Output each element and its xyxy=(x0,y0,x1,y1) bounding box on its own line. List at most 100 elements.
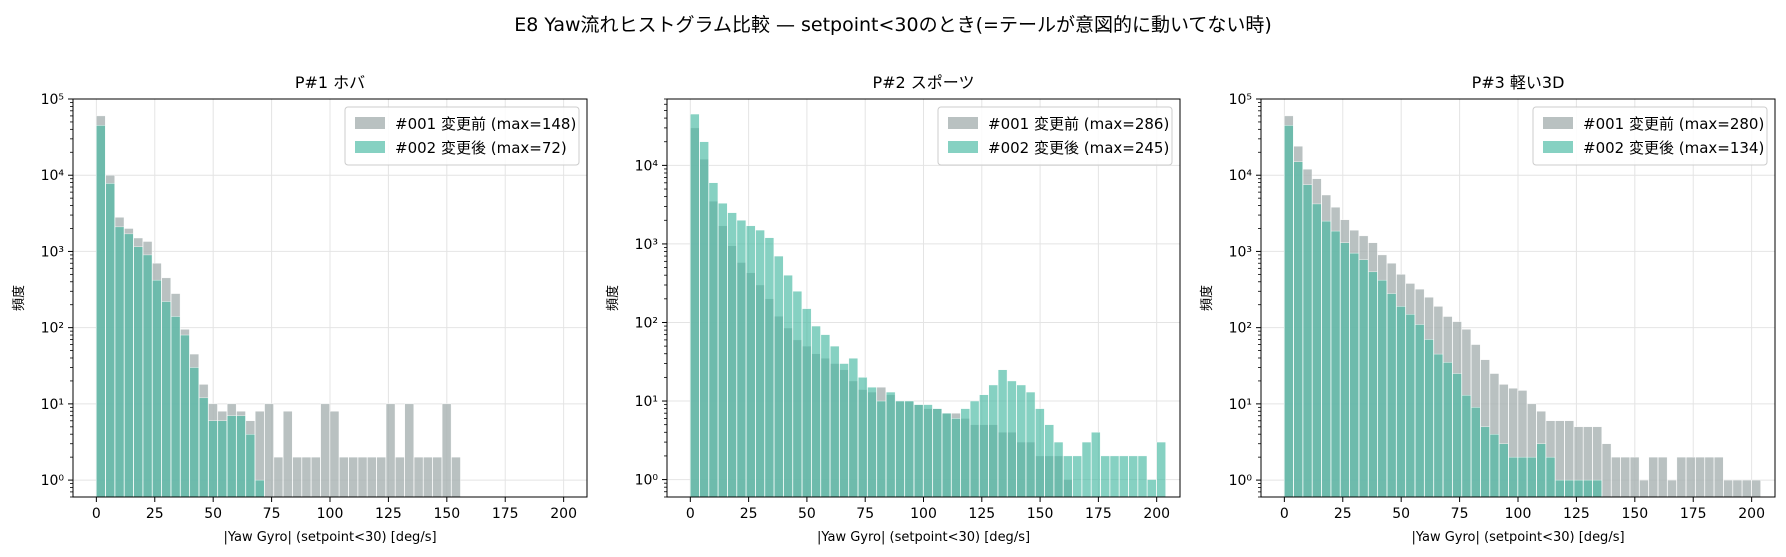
bar-series-2 xyxy=(1053,441,1064,498)
y-tick-label: 10⁰ xyxy=(635,473,659,489)
y-tick-label: 10² xyxy=(41,321,64,337)
bar-series-2 xyxy=(904,400,914,498)
figure-title: E8 Yaw流れヒストグラム比較 — setpoint<30のとき(=テールが意… xyxy=(514,14,1272,36)
bar-series-2 xyxy=(1340,242,1350,498)
legend-swatch xyxy=(355,117,385,129)
bar-series-2 xyxy=(152,279,162,498)
bar-series-1 xyxy=(395,456,405,498)
bar-series-2 xyxy=(802,308,812,498)
bar-series-2 xyxy=(1461,394,1472,498)
bar-series-2 xyxy=(1414,324,1425,498)
bar-series-1 xyxy=(432,456,442,498)
bar-series-2 xyxy=(690,113,700,498)
panel-3: 0 25 50 75 100 125 150 175 200 10⁰ 10¹ 10² 10³ 10⁴ 10⁵… xyxy=(1199,73,1776,545)
bar-series-1 xyxy=(413,456,424,498)
bar-series-2 xyxy=(1100,455,1110,498)
y-tick-label: 10⁰ xyxy=(41,473,65,489)
bar-series-2 xyxy=(820,334,831,498)
x-tick-label: 25 xyxy=(146,506,164,522)
y-tick-label: 10⁵ xyxy=(41,92,64,108)
bar-series-2 xyxy=(1592,479,1602,498)
bar-series-2 xyxy=(1508,456,1518,498)
bar-series-2 xyxy=(1321,220,1331,498)
bar-series-2 xyxy=(105,183,115,498)
legend-label: #002 変更後 (max=72) xyxy=(395,139,567,157)
bar-series-2 xyxy=(876,400,886,498)
bar-series-1 xyxy=(283,411,293,498)
bar-series-1 xyxy=(1714,456,1724,498)
bar-series-2 xyxy=(1583,479,1593,498)
x-tick-label: 100 xyxy=(317,506,344,522)
bar-series-2 xyxy=(1349,252,1359,498)
bar-series-2 xyxy=(96,125,106,498)
panel-title: P#1 ホバ xyxy=(295,73,365,92)
bar-series-2 xyxy=(189,367,199,498)
legend-label: #001 変更前 (max=286) xyxy=(988,115,1169,133)
bar-series-2 xyxy=(1025,391,1036,498)
bar-series-2 xyxy=(1128,455,1138,498)
bar-series-2 xyxy=(941,412,952,498)
bar-series-1 xyxy=(348,456,358,498)
bar-series-2 xyxy=(951,418,961,498)
bar-series-1 xyxy=(1657,456,1668,498)
bar-series-1 xyxy=(1751,479,1761,498)
bar-series-2 xyxy=(811,325,821,498)
bar-series-2 xyxy=(1137,455,1148,498)
x-tick-label: 175 xyxy=(492,506,519,522)
bar-series-1 xyxy=(329,411,340,498)
y-tick-label: 10² xyxy=(635,315,658,331)
bar-series-2 xyxy=(895,400,905,498)
bar-series-1 xyxy=(357,456,368,498)
bar-series-2 xyxy=(1480,426,1490,498)
x-tick-label: 50 xyxy=(798,506,816,522)
legend-label: #002 変更後 (max=134) xyxy=(1583,139,1764,157)
bar-series-1 xyxy=(1676,456,1687,498)
bar-series-2 xyxy=(1302,184,1313,498)
bar-series-2 xyxy=(932,408,942,498)
bar-series-2 xyxy=(960,408,970,498)
bar-series-1 xyxy=(367,456,377,498)
bar-series-2 xyxy=(198,397,209,498)
x-tick-label: 200 xyxy=(550,506,577,522)
y-tick-label: 10⁴ xyxy=(635,158,659,174)
bar-series-1 xyxy=(264,403,274,498)
bar-series-2 xyxy=(988,384,998,498)
legend-label: #002 変更後 (max=245) xyxy=(988,139,1169,157)
y-tick-label: 10⁴ xyxy=(41,168,65,184)
bar-series-2 xyxy=(1016,384,1026,498)
bar-series-2 xyxy=(774,255,784,498)
legend-swatch xyxy=(948,117,978,129)
bar-series-1 xyxy=(404,403,414,498)
legend-box xyxy=(344,106,580,166)
bar-series-2 xyxy=(979,394,989,498)
bar-series-2 xyxy=(1386,293,1397,498)
bar-series-1 xyxy=(311,456,321,498)
legend: #001 変更前 (max=280) #002 変更後 (max=134) xyxy=(1532,106,1768,166)
bar-series-2 xyxy=(1358,259,1369,498)
bar-series-2 xyxy=(255,479,265,498)
bar-series-2 xyxy=(923,404,933,498)
y-tick-label: 10³ xyxy=(41,244,64,260)
bar-series-2 xyxy=(245,434,256,498)
bar-series-1 xyxy=(1695,456,1705,498)
bar-series-2 xyxy=(236,415,246,498)
x-tick-label: 125 xyxy=(968,506,995,522)
x-tick-label: 0 xyxy=(686,506,695,522)
bar-series-1 xyxy=(451,456,461,498)
bar-series-1 xyxy=(292,456,302,498)
legend-box xyxy=(937,106,1173,166)
y-tick-label: 10¹ xyxy=(1229,397,1252,413)
y-tick-label: 10³ xyxy=(635,237,658,253)
y-tick-label: 10¹ xyxy=(635,394,658,410)
bar-series-2 xyxy=(1424,339,1434,498)
bar-series-2 xyxy=(1377,279,1387,498)
legend-label: #001 変更前 (max=148) xyxy=(395,115,576,133)
bar-series-2 xyxy=(114,226,125,498)
bar-series-2 xyxy=(1293,161,1303,498)
x-tick-label: 125 xyxy=(1563,506,1590,522)
panel-1: 0 25 50 75 100 125 150 175 200 10⁰ 10¹ 10² 10³ 10⁴ 10⁵… xyxy=(11,73,588,545)
x-tick-label: 75 xyxy=(1451,506,1469,522)
bar-series-2 xyxy=(746,225,756,498)
x-tick-label: 25 xyxy=(740,506,758,522)
